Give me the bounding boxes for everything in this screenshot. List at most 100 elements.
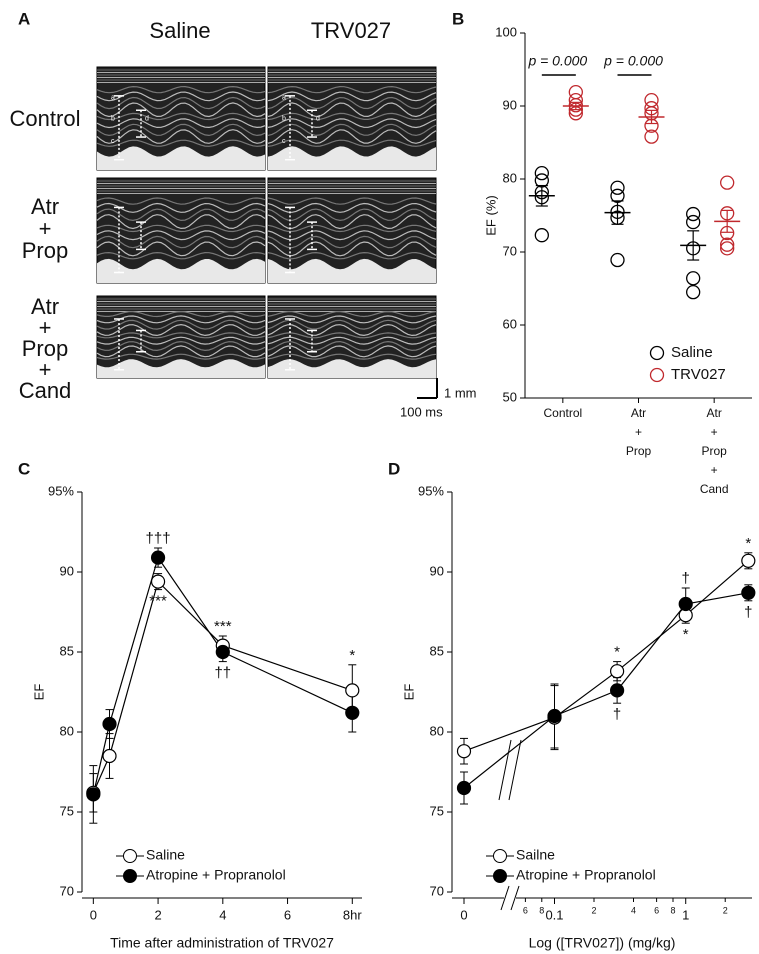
echo-wave bbox=[267, 310, 437, 318]
echo-wave bbox=[267, 251, 437, 260]
data-point bbox=[610, 664, 625, 679]
echo-wave bbox=[96, 336, 266, 345]
echo-wave bbox=[96, 202, 266, 213]
data-point bbox=[102, 716, 117, 732]
echo-wave bbox=[96, 123, 266, 137]
data-point bbox=[547, 708, 562, 724]
legend-label: Saline bbox=[671, 344, 713, 361]
x-tick-label: 0.1 bbox=[545, 907, 563, 922]
x-tick-label: Cand bbox=[700, 482, 729, 496]
x-tick-label: Control bbox=[543, 406, 582, 420]
x-tick-label: 1 bbox=[682, 907, 689, 922]
row-label: Prop bbox=[22, 238, 68, 263]
echo-wave bbox=[96, 319, 266, 330]
significance: * bbox=[614, 644, 620, 661]
echo-wave bbox=[96, 85, 266, 94]
significance: ††† bbox=[146, 530, 171, 547]
legend-label: Atropine + Propranolol bbox=[146, 867, 286, 883]
x-tick-label: 0 bbox=[90, 907, 97, 922]
y-tick-label: 75 bbox=[60, 803, 74, 818]
echo-wave bbox=[96, 340, 266, 352]
echo-wave bbox=[267, 96, 437, 110]
significance: * bbox=[683, 626, 689, 643]
echo-wave bbox=[267, 315, 437, 324]
image-label: d bbox=[316, 115, 320, 122]
data-point bbox=[686, 206, 701, 222]
echo-wave bbox=[96, 214, 266, 230]
echo-wave bbox=[267, 129, 437, 144]
echo-wave bbox=[267, 214, 437, 230]
x-tick-label: + bbox=[711, 463, 718, 477]
echo-wave bbox=[267, 123, 437, 137]
panel-label: D bbox=[388, 459, 400, 478]
data-point bbox=[678, 596, 693, 612]
x-axis-label: Time after administration of TRV027 bbox=[110, 935, 334, 951]
significance: † bbox=[613, 706, 621, 723]
echo-wave bbox=[96, 139, 266, 147]
echo-wave bbox=[96, 323, 266, 337]
row-label: Atr bbox=[31, 294, 59, 319]
echo-wave bbox=[96, 129, 266, 144]
y-tick-label: 70 bbox=[430, 883, 444, 898]
x-tick-label: 8 bbox=[539, 905, 544, 915]
legend-label: Saline bbox=[146, 847, 185, 863]
data-point bbox=[720, 241, 735, 256]
data-point bbox=[150, 550, 166, 565]
scale-label: 100 ms bbox=[400, 404, 443, 419]
legend-marker bbox=[649, 367, 665, 383]
legend-marker bbox=[649, 345, 665, 361]
echo-wave bbox=[267, 345, 437, 358]
data-point bbox=[644, 93, 659, 108]
echo-wave bbox=[96, 251, 266, 260]
x-tick-label: Prop bbox=[626, 444, 652, 458]
x-tick-label: + bbox=[711, 425, 718, 439]
legend-marker bbox=[493, 849, 507, 863]
row-label: + bbox=[39, 315, 52, 340]
significance: † bbox=[682, 570, 690, 587]
y-tick-label: 85 bbox=[60, 643, 74, 658]
echo-wave bbox=[96, 241, 266, 257]
echo-wave bbox=[96, 102, 266, 118]
legend-marker bbox=[123, 849, 137, 863]
echo-wave bbox=[96, 332, 266, 339]
significance: * bbox=[349, 647, 355, 664]
data-point bbox=[610, 683, 625, 698]
data-line bbox=[92, 580, 353, 794]
data-point bbox=[456, 744, 472, 759]
x-tick-label: 8hr bbox=[343, 907, 362, 922]
echo-wave bbox=[267, 319, 437, 330]
x-tick-label: 6 bbox=[523, 905, 528, 915]
row-label: + bbox=[39, 357, 52, 382]
data-point bbox=[150, 574, 166, 589]
data-point bbox=[568, 84, 583, 100]
echo-bright bbox=[97, 359, 265, 378]
echo-wave bbox=[267, 230, 437, 241]
echo-wave bbox=[267, 336, 437, 345]
echo-wave bbox=[267, 235, 437, 249]
x-tick-label: 8 bbox=[670, 905, 675, 915]
y-tick-label: 100 bbox=[495, 24, 517, 39]
x-tick-label: Atr bbox=[631, 406, 646, 420]
x-tick-label: 4 bbox=[219, 907, 226, 922]
data-point bbox=[686, 271, 701, 286]
y-axis-label: EF bbox=[31, 684, 46, 701]
data-point bbox=[720, 175, 735, 190]
data-point bbox=[741, 585, 756, 600]
image-label: c bbox=[282, 138, 286, 145]
echo-wave bbox=[96, 310, 266, 318]
legend-label: TRV027 bbox=[671, 366, 726, 383]
echo-wave bbox=[96, 224, 266, 233]
row-label: Cand bbox=[19, 378, 72, 403]
echo-wave bbox=[267, 112, 437, 121]
echo-wave bbox=[96, 197, 266, 205]
significance: *** bbox=[149, 593, 167, 610]
echo-bright bbox=[97, 258, 265, 283]
legend-marker bbox=[123, 869, 137, 883]
y-tick-label: 70 bbox=[503, 243, 517, 258]
echo-wave bbox=[96, 345, 266, 358]
y-tick-label: 60 bbox=[503, 316, 517, 331]
significance: * bbox=[745, 535, 751, 552]
row-label: + bbox=[39, 216, 52, 241]
echo-wave bbox=[267, 340, 437, 352]
